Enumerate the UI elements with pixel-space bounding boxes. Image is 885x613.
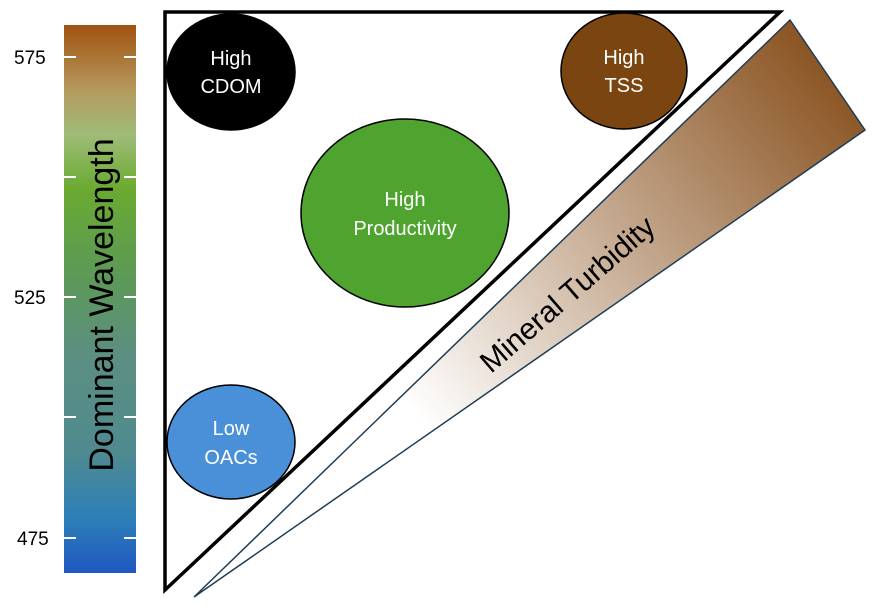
- bubble-high-cdom-line-1: High: [210, 48, 251, 70]
- colorbar-bar: [64, 25, 136, 573]
- bubble-high-tss-line-1: High: [603, 47, 644, 69]
- bubble-high-productivity: High Productivity: [300, 118, 510, 308]
- water-type-triangle: [163, 10, 785, 595]
- colorbar-ticks: [64, 56, 136, 539]
- bubble-high-productivity-line-1: High: [384, 189, 425, 211]
- bubble-low-oacs-line-1: Low: [213, 418, 250, 440]
- colorbar: 575 525 475 Dominant Wavelength: [14, 25, 136, 573]
- tick-label-575: 575: [14, 48, 46, 69]
- bubble-low-oacs-shape: [166, 384, 296, 500]
- tick-label-475: 475: [17, 529, 49, 550]
- bubble-high-cdom-line-2: CDOM: [200, 76, 261, 98]
- wedge-shape: [193, 18, 867, 598]
- tick-label-525: 525: [14, 288, 46, 309]
- bubble-high-productivity-shape: [300, 118, 510, 308]
- bubble-low-oacs-line-2: OACs: [204, 447, 257, 469]
- colorbar-title: Dominant Wavelength: [83, 138, 121, 471]
- bubble-low-oacs: Low OACs: [166, 384, 296, 500]
- bubble-high-tss-line-2: TSS: [605, 75, 644, 97]
- bubble-high-cdom-shape: [166, 13, 296, 131]
- bubble-high-productivity-line-2: Productivity: [353, 218, 456, 240]
- bubble-high-tss-shape: [560, 12, 688, 130]
- bubble-high-cdom: High CDOM: [166, 13, 296, 131]
- bubble-high-tss: High TSS: [560, 12, 688, 130]
- mineral-turbidity-wedge: Mineral Turbidity: [193, 18, 867, 598]
